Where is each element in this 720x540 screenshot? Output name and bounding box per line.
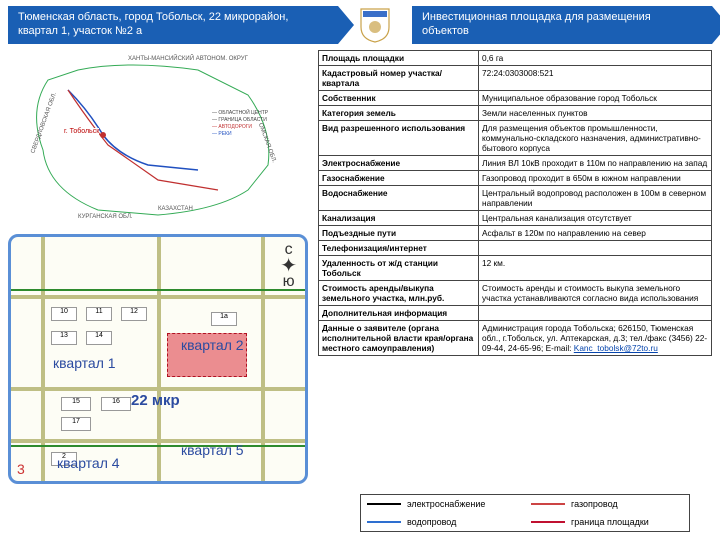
info-value: Стоимость аренды и стоимость выкупа земе… — [479, 281, 712, 306]
city-label: г. Тобольск — [64, 128, 99, 135]
right-column: Площадь площадки0,6 гаКадастровый номер … — [318, 50, 712, 484]
building: 13 — [51, 331, 77, 345]
info-value: Газопровод проходит в 650м в южном напра… — [479, 171, 712, 186]
legend: электроснабжение газопровод водопровод г… — [360, 494, 690, 532]
legend-label: водопровод — [407, 517, 456, 527]
map-label: КУРГАНСКАЯ ОБЛ. — [78, 214, 133, 220]
map-label: КАЗАХСТАН — [158, 206, 193, 212]
block-label: квартал 2 — [181, 337, 244, 353]
info-table: Площадь площадки0,6 гаКадастровый номер … — [318, 50, 712, 356]
title-banner: Инвестиционная площадка для размещения о… — [412, 6, 712, 44]
info-key: Телефонизация/интернет — [319, 241, 479, 256]
swatch-water — [367, 521, 401, 523]
legend-label: электроснабжение — [407, 499, 485, 509]
title-text: Инвестиционная площадка для размещения о… — [422, 11, 688, 39]
region-legend: — ОБЛАСТНОЙ ЦЕНТР — ГРАНИЦА ОБЛАСТИ — АВ… — [212, 110, 302, 138]
info-key: Стоимость аренды/выкупа земельного участ… — [319, 281, 479, 306]
building: 14 — [86, 331, 112, 345]
info-value: Линия ВЛ 10кВ проходит в 110м по направл… — [479, 156, 712, 171]
swatch-gas — [531, 503, 565, 505]
info-value: Центральная канализация отсутствует — [479, 211, 712, 226]
info-key: Дополнительная информация — [319, 306, 479, 321]
detail-map: с ✦ ю 10 11 12 13 14 15 16 17 1а 2 кварт… — [8, 234, 308, 484]
info-value: Для размещения объектов промышленности, … — [479, 121, 712, 156]
legend-item: электроснабжение — [361, 495, 525, 513]
info-value: Центральный водопровод расположен в 100м… — [479, 186, 712, 211]
info-key: Данные о заявителе (органа исполнительно… — [319, 321, 479, 356]
crest-icon — [358, 6, 392, 44]
info-value — [479, 241, 712, 256]
legend-item: граница площадки — [525, 513, 689, 531]
info-value: 12 км. — [479, 256, 712, 281]
left-column: ХАНТЫ-МАНСИЙСКИЙ АВТОНОМ. ОКРУГ СВЕРДЛОВ… — [8, 50, 308, 484]
info-key: Кадастровый номер участка/квартала — [319, 66, 479, 91]
block-label: квартал 5 — [181, 442, 244, 458]
swatch-elec — [367, 503, 401, 505]
compass-icon: с ✦ ю — [280, 243, 297, 290]
location-banner: Тюменская область, город Тобольск, 22 ми… — [8, 6, 338, 44]
info-key: Водоснабжение — [319, 186, 479, 211]
info-value: 72:24:0303008:521 — [479, 66, 712, 91]
building: 12 — [121, 307, 147, 321]
block-label: квартал 1 — [53, 355, 116, 371]
building: 15 — [61, 397, 91, 411]
building: 17 — [61, 417, 91, 431]
map-label: ХАНТЫ-МАНСИЙСКИЙ АВТОНОМ. ОКРУГ — [128, 56, 248, 62]
legend-label: газопровод — [571, 499, 618, 509]
info-key: Удаленность от ж/д станции Тобольск — [319, 256, 479, 281]
marker-3: 3 — [17, 461, 25, 477]
info-key: Собственник — [319, 91, 479, 106]
info-key: Электроснабжение — [319, 156, 479, 171]
mkr-label: 22 мкр — [131, 392, 180, 409]
info-value: Асфальт в 120м по направлению на север — [479, 226, 712, 241]
legend-label: граница площадки — [571, 517, 649, 527]
compass-s: ю — [280, 275, 297, 289]
building: 1а — [211, 312, 237, 326]
info-key: Вид разрешенного использования — [319, 121, 479, 156]
info-key: Подъездные пути — [319, 226, 479, 241]
legend-item: газопровод — [525, 495, 689, 513]
block-label: квартал 4 — [57, 455, 120, 471]
legend-item: водопровод — [361, 513, 525, 531]
building: 10 — [51, 307, 77, 321]
building: 11 — [86, 307, 112, 321]
info-key: Площадь площадки — [319, 51, 479, 66]
location-text: Тюменская область, город Тобольск, 22 ми… — [18, 11, 314, 39]
info-key: Категория земель — [319, 106, 479, 121]
info-value: Администрация города Тобольска; 626150, … — [479, 321, 712, 356]
region-map: ХАНТЫ-МАНСИЙСКИЙ АВТОНОМ. ОКРУГ СВЕРДЛОВ… — [8, 50, 308, 230]
info-value — [479, 306, 712, 321]
main: ХАНТЫ-МАНСИЙСКИЙ АВТОНОМ. ОКРУГ СВЕРДЛОВ… — [0, 48, 720, 488]
info-value: Земли населенных пунктов — [479, 106, 712, 121]
info-value: Муниципальное образование город Тобольск — [479, 91, 712, 106]
header: Тюменская область, город Тобольск, 22 ми… — [0, 0, 720, 48]
building: 16 — [101, 397, 131, 411]
email-link[interactable]: Kanc_tobolsk@72to.ru — [574, 343, 658, 353]
info-key: Газоснабжение — [319, 171, 479, 186]
info-value: 0,6 га — [479, 51, 712, 66]
swatch-border — [531, 521, 565, 523]
info-key: Канализация — [319, 211, 479, 226]
